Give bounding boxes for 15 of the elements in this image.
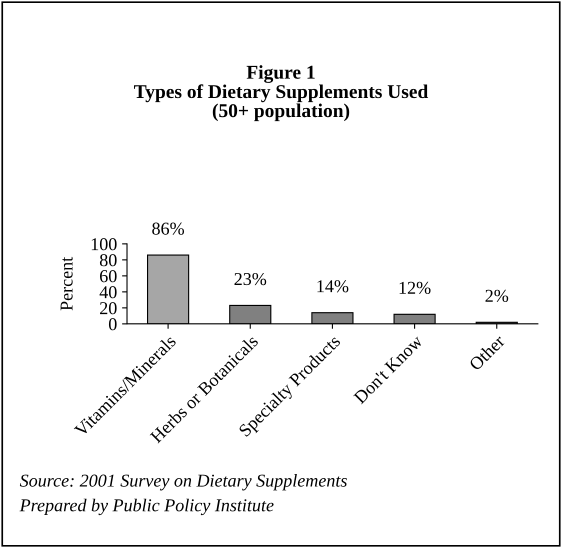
y-tick-label: 40: [100, 286, 117, 298]
data-label: 14%: [317, 280, 348, 292]
y-tick-label: 80: [100, 254, 117, 266]
y-tick-label: 60: [100, 270, 117, 282]
y-axis-title: Percent: [60, 256, 73, 310]
y-tick-label: 0: [108, 318, 117, 330]
data-label: 23%: [234, 272, 266, 286]
data-label: 86%: [152, 222, 184, 235]
data-label: 2%: [486, 290, 508, 302]
source-note: Source: 2001 Survey on Dietary Supplements: [20, 474, 347, 490]
y-tick-label: 100: [92, 238, 117, 250]
text: Prepared by Public Policy Institute: [20, 498, 274, 516]
y-tick-label: 20: [100, 302, 117, 314]
chart-title: Figure 1 Types of Dietary Supplements Used (50+ population): [134, 65, 428, 122]
data-label: 12%: [400, 282, 431, 294]
